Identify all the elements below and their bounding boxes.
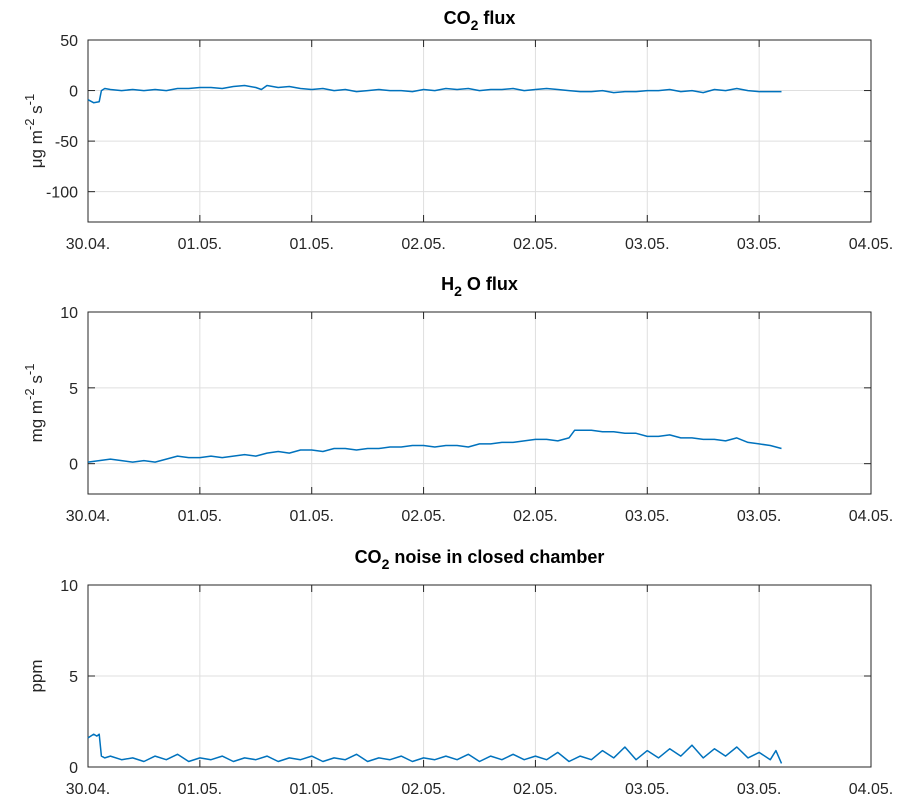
chart-title: CO2 noise in closed chamber: [355, 547, 605, 572]
chart-title-main: CO: [444, 8, 471, 28]
x-tick-label: 02.05.: [401, 236, 445, 253]
y-tick-label: -100: [46, 185, 78, 202]
x-tick-label: 02.05.: [513, 781, 557, 795]
chart-panel-3: 30.04. 01.05. 01.05. 02.05. 02.05. 03.05. 03.0…: [27, 547, 893, 795]
y-tick-label: 10: [60, 305, 78, 322]
x-tick-label: 02.05.: [513, 508, 557, 525]
chart-title-subscript: 2: [382, 556, 390, 572]
x-tick-label: 01.05.: [289, 236, 333, 253]
data-series-line: [87, 733, 783, 764]
y-tick-label: 5: [69, 669, 78, 686]
y-axis-label: ppm: [27, 659, 46, 692]
chart-panel-1: 30.04. 01.05. 01.05. 02.05. 02.05. 03.05. 03.0…: [22, 8, 893, 253]
y-tick-label: 0: [69, 457, 78, 474]
y-axis-label-part: mg m: [27, 400, 46, 443]
axes-frame: [87, 311, 872, 495]
y-tick-label: -50: [55, 134, 78, 151]
y-axis-label-superscript: -1: [22, 94, 37, 106]
chart-title-rest: noise in closed chamber: [389, 547, 604, 567]
x-tick-label: 04.05.: [849, 781, 893, 795]
chart-title-main: H: [441, 274, 454, 294]
x-tick-label: 03.05.: [625, 236, 669, 253]
x-tick-label: 02.05.: [513, 236, 557, 253]
x-tick-label: 03.05.: [737, 236, 781, 253]
y-axis-label-part: s: [27, 375, 46, 388]
y-axis-label: mg m-2 s-1: [22, 364, 46, 443]
y-axis-label-part: s: [27, 105, 46, 118]
chart-title-subscript: 2: [471, 17, 479, 33]
axes-frame: [87, 39, 872, 223]
x-tick-label: 03.05.: [737, 508, 781, 525]
x-tick-label: 30.04.: [66, 508, 110, 525]
y-tick-label: 5: [69, 381, 78, 398]
y-axis-label-superscript: -2: [22, 119, 37, 131]
x-tick-label: 01.05.: [178, 781, 222, 795]
chart-panel-2: 30.04. 01.05. 01.05. 02.05. 02.05. 03.05. 03.0…: [22, 274, 893, 525]
x-tick-label: 03.05.: [625, 508, 669, 525]
x-tick-label: 04.05.: [849, 236, 893, 253]
y-tick-label: 50: [60, 33, 78, 50]
y-axis-label-superscript: -2: [22, 388, 37, 400]
chart-title: H2 O flux: [441, 274, 518, 299]
chart-title-main: CO: [355, 547, 382, 567]
y-axis-label-part: μg m: [27, 130, 46, 168]
data-series-line: [87, 429, 782, 463]
y-tick-label: 0: [69, 760, 78, 777]
x-tick-label: 02.05.: [401, 781, 445, 795]
x-tick-label: 30.04.: [66, 781, 110, 795]
y-axis-label-superscript: -1: [22, 364, 37, 376]
y-axis-label-part: ppm: [27, 659, 46, 692]
chart-title-rest: flux: [478, 8, 515, 28]
data-series-line: [87, 84, 782, 104]
x-tick-label: 03.05.: [625, 781, 669, 795]
chart-title-rest: O flux: [462, 274, 518, 294]
x-tick-label: 30.04.: [66, 236, 110, 253]
x-tick-label: 01.05.: [178, 508, 222, 525]
x-tick-label: 04.05.: [849, 508, 893, 525]
x-tick-label: 01.05.: [178, 236, 222, 253]
y-tick-label: 0: [69, 84, 78, 101]
x-tick-label: 01.05.: [289, 508, 333, 525]
y-tick-label: 10: [60, 578, 78, 595]
x-tick-label: 02.05.: [401, 508, 445, 525]
x-tick-label: 03.05.: [737, 781, 781, 795]
x-tick-label: 01.05.: [289, 781, 333, 795]
chart-title-subscript: 2: [454, 283, 462, 299]
chart-title: CO2 flux: [444, 8, 516, 33]
y-axis-label: μg m-2 s-1: [22, 94, 46, 169]
